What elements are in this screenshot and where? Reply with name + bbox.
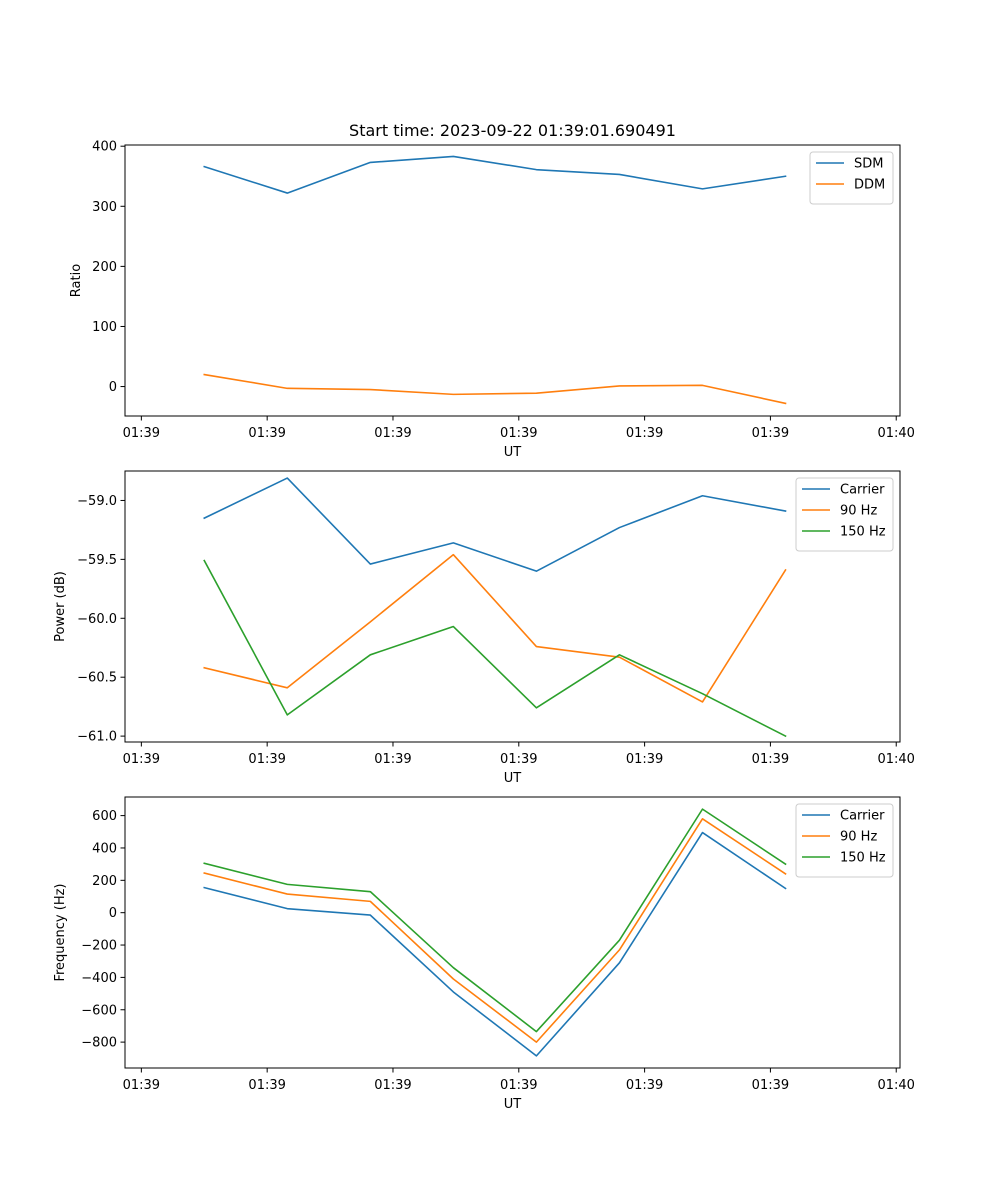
x-tick-label: 01:39: [248, 1078, 285, 1093]
x-tick-label: 01:40: [877, 1078, 914, 1093]
y-tick-label: 0: [109, 380, 117, 395]
y-tick-label: −800: [81, 1036, 117, 1051]
series-line-90-hz: [203, 553, 787, 703]
series-line-sdm: [203, 155, 787, 194]
chart-panel-3: 01:39 01:39 01:39 01:39 01:39 01:39 01:40 −800 −…: [53, 796, 915, 1112]
x-tick-label: 01:39: [752, 426, 789, 441]
y-tick-label: 300: [92, 200, 117, 215]
y-tick-label: −200: [81, 939, 117, 954]
axes-frame: [124, 796, 901, 1069]
legend-label: 90 Hz: [840, 830, 877, 845]
series-line-carrier: [203, 831, 787, 1057]
x-tick-label: 01:39: [123, 426, 160, 441]
legend: SDM DDM: [809, 151, 894, 205]
x-tick-label: 01:39: [374, 1078, 411, 1093]
y-tick-label: −60.5: [77, 671, 117, 686]
x-tick-label: 01:40: [877, 752, 914, 767]
x-tick-label: 01:39: [123, 752, 160, 767]
x-tick-label: 01:40: [877, 426, 914, 441]
series-line-ddm: [203, 373, 787, 405]
y-tick-label: −59.5: [77, 553, 117, 568]
y-tick-label: 0: [109, 906, 117, 921]
y-tick-label: −600: [81, 1003, 117, 1018]
legend: Carrier 90 Hz 150 Hz: [795, 803, 894, 878]
y-tick-label: −60.0: [77, 612, 117, 627]
chart-title: Start time: 2023-09-22 01:39:01.690491: [349, 121, 676, 140]
x-tick-label: 01:39: [752, 752, 789, 767]
x-axis-label: UT: [504, 445, 522, 460]
y-tick-label: −400: [81, 971, 117, 986]
axes-frame: [124, 470, 901, 743]
legend-label: 150 Hz: [840, 851, 886, 866]
legend-label: DDM: [854, 178, 885, 193]
legend-label: 90 Hz: [840, 504, 877, 519]
y-tick-label: 200: [92, 874, 117, 889]
series-line-150-hz: [203, 808, 787, 1033]
x-axis-label: UT: [504, 771, 522, 786]
y-tick-label: 100: [92, 320, 117, 335]
x-tick-label: 01:39: [752, 1078, 789, 1093]
legend-box: [795, 803, 894, 878]
x-tick-label: 01:39: [123, 1078, 160, 1093]
y-tick-label: 400: [92, 140, 117, 155]
legend-label: Carrier: [840, 809, 885, 824]
x-tick-label: 01:39: [500, 426, 537, 441]
y-tick-label: −61.0: [77, 730, 117, 745]
chart-panel-2: 01:39 01:39 01:39 01:39 01:39 01:39 01:40 −61.0…: [53, 470, 915, 786]
y-tick-label: −59.0: [77, 494, 117, 509]
series-line-carrier: [203, 477, 787, 572]
y-tick-label: 400: [92, 841, 117, 856]
x-tick-label: 01:39: [500, 1078, 537, 1093]
y-axis-label: Power (dB): [53, 571, 68, 642]
y-tick-label: 200: [92, 260, 117, 275]
x-tick-label: 01:39: [626, 426, 663, 441]
y-axis-label: Frequency (Hz): [53, 883, 68, 981]
chart-panel-1: 01:39 01:39 01:39 01:39 01:39 01:39 01:40 0 100 2…: [69, 140, 915, 460]
x-tick-label: 01:39: [374, 426, 411, 441]
x-tick-label: 01:39: [248, 752, 285, 767]
series-line-90-hz: [203, 818, 787, 1043]
legend-box: [795, 477, 894, 552]
y-axis-label: Ratio: [69, 264, 84, 297]
x-axis-label: UT: [504, 1097, 522, 1112]
legend-label: Carrier: [840, 483, 885, 498]
x-tick-label: 01:39: [500, 752, 537, 767]
legend-box: [809, 151, 894, 205]
x-tick-label: 01:39: [374, 752, 411, 767]
x-tick-label: 01:39: [626, 1078, 663, 1093]
legend-label: SDM: [854, 157, 883, 172]
x-tick-label: 01:39: [248, 426, 285, 441]
series-line-150-hz: [203, 559, 787, 738]
axes-frame: [124, 144, 901, 417]
x-tick-label: 01:39: [626, 752, 663, 767]
y-tick-label: 600: [92, 809, 117, 824]
legend-label: 150 Hz: [840, 525, 886, 540]
legend: Carrier 90 Hz 150 Hz: [795, 477, 894, 552]
